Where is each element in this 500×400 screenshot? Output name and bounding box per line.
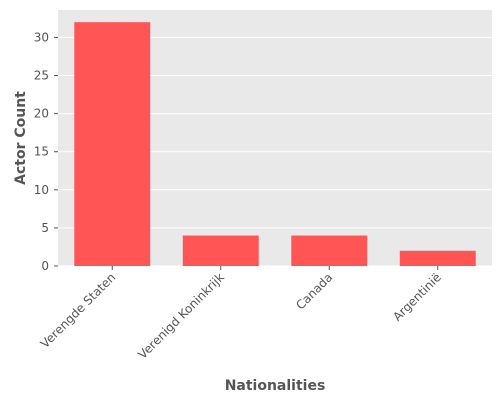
x-axis: Verengde Staten Verenigd Koninkrijk Canada… <box>38 266 444 362</box>
x-tick-label: Canada <box>293 270 335 312</box>
bar <box>399 250 476 266</box>
y-tick-label: 25 <box>34 69 49 83</box>
y-axis: 0 5 10 15 20 25 30 <box>34 30 58 273</box>
x-tick-label: Verengde Staten <box>38 270 119 351</box>
x-tick-label: Argentinië <box>390 270 444 324</box>
bar <box>291 235 368 266</box>
y-tick-label: 20 <box>34 107 49 121</box>
y-tick-label: 5 <box>41 221 49 235</box>
y-axis-title: Actor Count <box>13 91 29 185</box>
y-tick-label: 15 <box>34 145 49 159</box>
y-tick-label: 30 <box>34 30 49 44</box>
x-tick-label: Verenigd Koninkrijk <box>135 270 227 362</box>
y-tick-label: 0 <box>41 259 49 273</box>
bars <box>74 22 476 266</box>
bar <box>182 235 259 266</box>
x-axis-title: Nationalities <box>225 378 326 394</box>
y-tick-label: 10 <box>34 183 49 197</box>
bar <box>74 22 151 266</box>
